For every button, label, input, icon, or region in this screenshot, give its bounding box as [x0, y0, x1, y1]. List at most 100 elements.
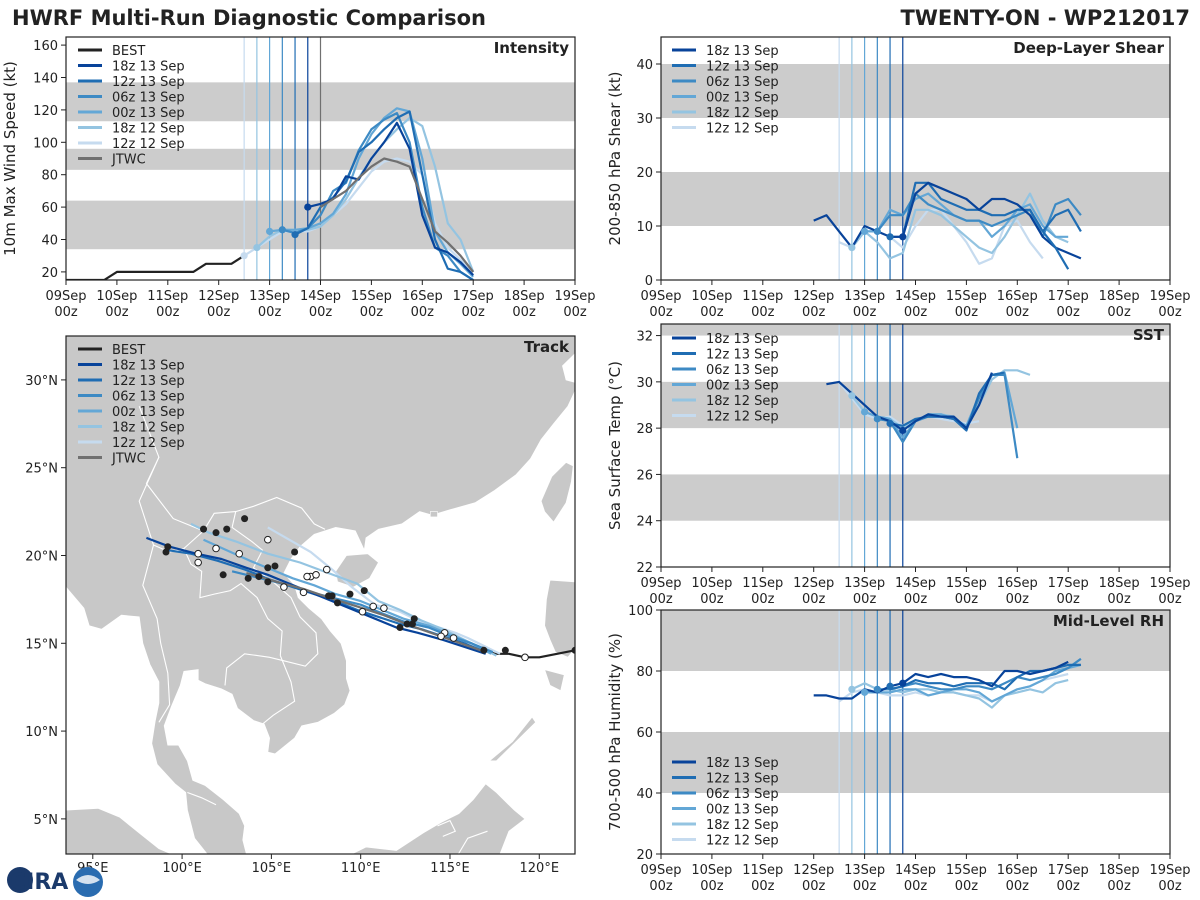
track-position-marker-filled-5	[212, 529, 220, 537]
sst-ytick-label-3: 28	[636, 422, 653, 437]
track-position-marker-open-11	[299, 588, 308, 597]
intensity-xtick-label-1-line1: 10Sep	[96, 289, 137, 304]
track-position-marker-filled-18	[410, 615, 418, 623]
intensity-xtick-label-9-line2: 00z	[512, 305, 536, 320]
sst-xtick-label-7-line1: 16Sep	[997, 576, 1038, 591]
track-line-12z-12-sep-1	[267, 526, 501, 655]
sst-frame	[660, 323, 1171, 568]
figure-title-left: HWRF Multi-Run Diagnostic Comparison	[12, 6, 486, 30]
rh-xtick-label-8-line2: 00z	[1057, 879, 1081, 894]
shear-xtick-label-8: 17Sep 00z	[1048, 289, 1089, 320]
rh-xtick-label-7-line2: 00z	[1006, 879, 1030, 894]
sst-legend-label-18z-13-sep: 18z 13 Sep	[706, 332, 779, 347]
track-legend-label-12z-13-sep: 12z 13 Sep	[112, 374, 185, 389]
track-palawan-island	[488, 716, 537, 762]
rh-xtick-label-1-line2: 00z	[700, 879, 724, 894]
sst-plot-area	[661, 324, 1170, 567]
intensity-marker-06z-13-sep	[278, 226, 286, 234]
intensity-legend-label-12z-12-sep: 12z 12 Sep	[112, 137, 185, 152]
sst-legend-label-18z-12-sep: 18z 12 Sep	[706, 394, 779, 409]
track-position-marker-open-5	[369, 602, 377, 611]
shear-xtick-label-10-line2: 00z	[1158, 305, 1182, 320]
rh-xtick-label-10-line2: 00z	[1158, 879, 1182, 894]
rh-marker-12z-13-sep	[886, 682, 894, 690]
track-position-marker-filled-7	[164, 543, 172, 551]
intensity-series-jtwc-7	[319, 157, 475, 273]
intensity-ytick-label-0: 20	[41, 266, 58, 281]
rh-band-0	[661, 732, 1170, 793]
shear-xtick-label-5: 14Sep 00z	[895, 289, 936, 320]
shear-xtick-label-8-line1: 17Sep	[1048, 289, 1089, 304]
intensity-xtick-label-0: 09Sep 00z	[45, 289, 86, 320]
track-title: Track	[524, 338, 570, 356]
rh-series-00z-13-sep-2	[864, 663, 1082, 703]
rh-xtick-label-0-line1: 09Sep	[640, 863, 681, 878]
shear-frame	[660, 36, 1171, 281]
shear-xtick-label-2-line1: 11Sep	[742, 289, 783, 304]
rh-xtick-label-3-line2: 00z	[802, 879, 826, 894]
rh-xtick-label-8: 17Sep 00z	[1048, 863, 1089, 894]
rh-marker-18z-13-sep	[899, 679, 907, 687]
sst-xtick-label-7-line2: 00z	[1006, 592, 1030, 607]
intensity-xtick-label-6: 15Sep 00z	[351, 289, 392, 320]
shear-series-18z-13-sep-5	[813, 181, 1082, 260]
sst-xtick-label-1-line1: 10Sep	[691, 576, 732, 591]
intensity-xtick-label-8: 17Sep 00z	[453, 289, 494, 320]
intensity-marker-18z-12-sep	[253, 244, 261, 252]
rh-xtick-label-4: 13Sep 00z	[844, 863, 885, 894]
rh-ytick-label-1: 40	[636, 787, 653, 802]
intensity-xtick-label-7: 16Sep 00z	[402, 289, 443, 320]
track-taiwan-island	[540, 461, 574, 523]
rh-ytick-label-0: 20	[636, 848, 653, 863]
track-position-marker-filled-16	[346, 590, 354, 598]
intensity-xtick-label-2: 11Sep 00z	[147, 289, 188, 320]
rh-xtick-label-10: 19Sep 00z	[1149, 863, 1190, 894]
sst-series-12z-13-sep-4	[889, 371, 1005, 432]
intensity-xtick-label-2-line1: 11Sep	[147, 289, 188, 304]
track-position-marker-open-2	[312, 571, 320, 579]
sst-xtick-label-3-line2: 00z	[802, 592, 826, 607]
rh-marker-18z-12-sep	[848, 685, 856, 693]
rh-frame	[660, 609, 1171, 855]
track-position-marker-filled-0	[241, 515, 249, 523]
track-position-marker-open-14	[194, 558, 202, 567]
cira-logo: CIRA	[7, 867, 103, 897]
intensity-legend-label-00z-13-sep: 00z 13 Sep	[112, 106, 185, 121]
sst-xtick-label-9: 18Sep 00z	[1099, 576, 1140, 607]
intensity-xtick-label-9: 18Sep 00z	[504, 289, 545, 320]
track-xtick-label-3: 110°E	[341, 861, 381, 876]
track-legend-label-18z-12-sep: 18z 12 Sep	[112, 421, 185, 436]
sst-ylabel: Sea Surface Temp (°C)	[606, 361, 624, 530]
track-country-border-3	[224, 511, 319, 686]
shear-xtick-label-2-line2: 00z	[751, 305, 775, 320]
intensity-xtick-label-3-line1: 12Sep	[198, 289, 239, 304]
rh-xtick-label-5-line2: 00z	[904, 879, 928, 894]
track-position-marker-filled-2	[264, 564, 272, 572]
rh-xtick-label-7-line1: 16Sep	[997, 863, 1038, 878]
sst-marker-00z-13-sep	[861, 408, 869, 416]
track-position-marker-open-7	[380, 604, 388, 612]
rh-xtick-label-3: 12Sep 00z	[793, 863, 834, 894]
track-position-marker-filled-3	[271, 562, 279, 570]
shear-ytick-label-4: 40	[636, 58, 653, 73]
intensity-xtick-label-10-line2: 00z	[563, 305, 587, 320]
intensity-xtick-label-3-line2: 00z	[207, 305, 231, 320]
sst-xtick-label-8: 17Sep 00z	[1048, 576, 1089, 607]
sst-xtick-label-7: 16Sep 00z	[997, 576, 1038, 607]
rh-xtick-label-1: 10Sep 00z	[691, 863, 732, 894]
track-position-marker-filled-9	[219, 571, 227, 579]
shear-ytick-label-0: 0	[645, 274, 653, 289]
rh-marker-06z-13-sep	[873, 685, 881, 693]
shear-xtick-label-5-line2: 00z	[904, 305, 928, 320]
track-position-marker-open-0	[264, 535, 272, 544]
rh-ytick-label-4: 100	[628, 604, 653, 619]
sst-ytick-label-1: 24	[636, 515, 653, 530]
rh-xtick-label-3-line1: 12Sep	[793, 863, 834, 878]
track-position-marker-open-10	[449, 634, 458, 642]
shear-xtick-label-4-line2: 00z	[853, 305, 877, 320]
track-position-marker-filled-22	[480, 646, 488, 654]
track-position-marker-filled-12	[244, 574, 252, 582]
shear-xtick-label-8-line2: 00z	[1057, 305, 1081, 320]
track-position-marker-filled-11	[264, 578, 272, 586]
